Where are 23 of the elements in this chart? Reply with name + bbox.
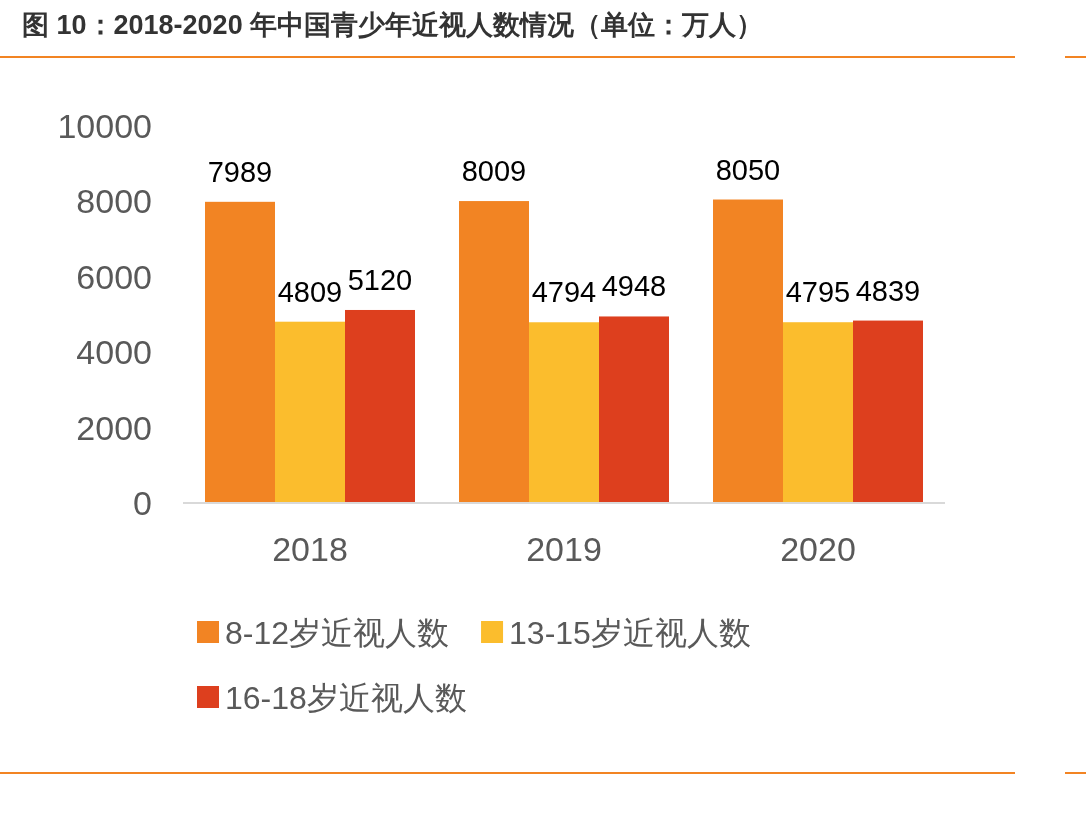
data-label: 4794 bbox=[531, 276, 597, 309]
data-label: 7989 bbox=[207, 155, 273, 188]
data-label: 4795 bbox=[785, 276, 851, 309]
x-tick-label: 2020 bbox=[780, 530, 856, 568]
chart-title: 图 10：2018-2020 年中国青少年近视人数情况（单位：万人） bbox=[22, 10, 764, 40]
legend-label: 8-12岁近视人数 bbox=[225, 615, 450, 651]
legend-label: 13-15岁近视人数 bbox=[509, 615, 751, 651]
y-tick-label: 0 bbox=[133, 484, 152, 522]
data-label: 4839 bbox=[855, 274, 921, 307]
data-label: 5120 bbox=[347, 263, 413, 296]
plot: 0 2000 4000 6000 8000 10000 7989 4809 5120 8009 4794 4948 8050 4795 4839 2018 2019 2020 bbox=[57, 107, 946, 568]
data-label: 8009 bbox=[461, 155, 527, 188]
data-label: 4809 bbox=[277, 275, 343, 308]
y-tick-label: 10000 bbox=[57, 107, 152, 145]
x-tick-label: 2019 bbox=[526, 530, 602, 568]
data-label: 8050 bbox=[715, 153, 781, 186]
y-tick-label: 2000 bbox=[76, 408, 152, 447]
data-label: 4948 bbox=[601, 270, 667, 303]
y-tick-label: 6000 bbox=[76, 257, 152, 296]
legend-label: 16-18岁近视人数 bbox=[225, 680, 467, 716]
y-tick-label: 8000 bbox=[76, 182, 152, 221]
y-tick-label: 4000 bbox=[76, 333, 152, 372]
x-tick-label: 2018 bbox=[272, 530, 348, 568]
